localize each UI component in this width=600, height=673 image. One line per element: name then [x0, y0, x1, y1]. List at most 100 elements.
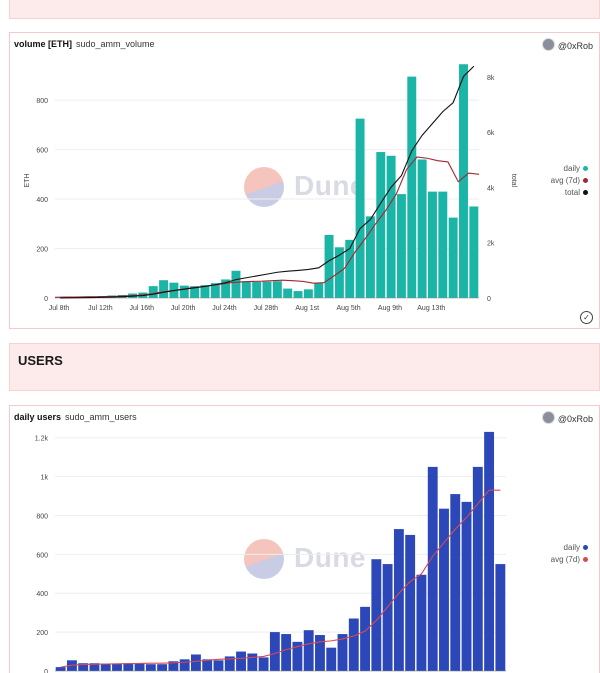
y2-tick-label: 0 — [487, 296, 491, 303]
bar-daily-users — [157, 664, 168, 671]
bar-daily-volume — [345, 239, 355, 298]
bar-daily-volume — [272, 281, 282, 298]
legend-item-avg[interactable]: avg (7d) — [551, 175, 588, 187]
query-name[interactable]: sudo_amm_users — [65, 412, 137, 422]
x-tick-label: Aug 13th — [417, 305, 445, 312]
bar-daily-users — [292, 641, 303, 671]
bar-daily-volume — [427, 191, 437, 298]
bar-daily-users — [303, 630, 314, 671]
bar-daily-volume — [407, 76, 417, 299]
legend-swatch — [583, 178, 588, 183]
bar-daily-users — [495, 564, 506, 671]
bar-daily-volume — [148, 286, 158, 298]
y-tick-label: 800 — [36, 98, 48, 105]
bar-daily-users — [393, 529, 404, 671]
y2-tick-label: 4k — [487, 185, 495, 192]
watermark-text: Dune — [294, 170, 366, 201]
bar-daily-volume — [262, 281, 272, 298]
bar-daily-volume — [386, 155, 396, 298]
bar-daily-volume — [159, 280, 169, 298]
bar-daily-users — [213, 660, 224, 671]
legend-item-total[interactable]: total — [551, 187, 588, 199]
y-axis-label: ETH — [24, 174, 31, 188]
query-name[interactable]: sudo_amm_volume — [76, 39, 155, 49]
bar-daily-volume — [241, 281, 251, 298]
chart-title: volume [ETH] sudo_amm_volume — [14, 39, 155, 49]
legend-swatch — [583, 557, 588, 562]
x-tick-label: Jul 20th — [171, 305, 196, 312]
bar-daily-volume — [355, 118, 365, 298]
line-avg-7d — [60, 489, 501, 668]
users-section-band: USERS — [9, 343, 600, 391]
legend-item-avg[interactable]: avg (7d) — [551, 554, 588, 566]
legend-swatch — [583, 190, 588, 195]
top-section-band — [9, 0, 600, 19]
bar-daily-users — [224, 656, 235, 671]
check-icon[interactable]: ✓ — [580, 311, 593, 324]
bar-daily-users — [134, 663, 145, 671]
bar-daily-users — [427, 466, 438, 671]
bar-daily-users — [236, 651, 246, 671]
bar-daily-volume — [376, 152, 386, 298]
chart-title: daily users sudo_amm_users — [14, 412, 137, 422]
users-chart-card: daily users sudo_amm_users @0xRob Dune 0 2… — [9, 405, 600, 673]
legend-label: daily — [563, 164, 580, 173]
author-badge[interactable]: @0xRob — [541, 411, 593, 424]
bar-daily-volume — [200, 285, 210, 298]
x-tick-label: Jul 28th — [254, 305, 279, 312]
line-total — [60, 65, 475, 299]
bar-daily-users — [258, 657, 269, 671]
bar-daily-volume — [221, 279, 231, 298]
legend-item-daily[interactable]: daily — [551, 163, 588, 175]
avatar — [541, 411, 555, 424]
bar-daily-volume — [314, 283, 324, 298]
bar-daily-users — [371, 559, 382, 671]
legend-label: daily — [563, 543, 580, 552]
bar-daily-users — [450, 494, 461, 671]
bar-daily-users — [315, 635, 325, 671]
bar-daily-users — [247, 653, 258, 671]
bar-daily-users — [360, 606, 370, 671]
users-chart-svg: 0 200 400 600 800 1k 1.2k — [35, 431, 506, 673]
author-name: @0xRob — [557, 414, 593, 424]
y2-tick-label: 2k — [487, 241, 495, 248]
bar-daily-users — [145, 664, 156, 671]
y-tick-label: 0 — [44, 296, 48, 303]
legend-item-daily[interactable]: daily — [551, 542, 588, 554]
bar-daily-users — [416, 574, 427, 671]
y-tick-label: 800 — [36, 513, 48, 520]
y-tick-label: 400 — [36, 197, 48, 204]
y-tick-label: 200 — [36, 630, 48, 637]
bar-daily-volume — [448, 217, 458, 298]
bar-daily-volume — [210, 283, 220, 298]
bar-daily-volume — [190, 286, 200, 298]
bar-daily-users — [168, 661, 179, 671]
bar-daily-users — [326, 647, 337, 671]
bar-daily-users — [281, 634, 292, 671]
x-tick-label: Aug 1st — [295, 305, 319, 312]
author-badge[interactable]: @0xRob — [541, 38, 593, 51]
y2-axis-label: total — [510, 174, 517, 188]
bar-daily-users — [472, 466, 483, 671]
bar-daily-volume — [179, 285, 189, 298]
bar-daily-users — [337, 634, 348, 671]
y-tick-label: 600 — [36, 552, 48, 559]
bar-daily-volume — [283, 288, 293, 298]
bar-daily-volume — [469, 206, 479, 298]
bar-daily-users — [202, 659, 213, 671]
bar-daily-users — [269, 632, 280, 671]
bar-daily-users — [112, 663, 122, 671]
chart-title-text: daily users — [14, 412, 62, 422]
y-tick-label: 0 — [44, 669, 48, 673]
section-heading: USERS — [18, 353, 63, 368]
bar-daily-users — [484, 431, 495, 671]
x-tick-label: Jul 16th — [129, 305, 154, 312]
bar-daily-volume — [252, 281, 262, 298]
volume-chart-svg: 0 200 400 600 800 0 2k 4k 6k 8k ETH total Jul 8th Jul… — [24, 64, 517, 312]
bar-daily-users — [348, 618, 359, 671]
x-tick-label: Jul 24th — [212, 305, 237, 312]
bar-daily-users — [55, 667, 66, 671]
volume-chart-card: volume [ETH] sudo_amm_volume @0xRob Dune … — [9, 32, 600, 329]
bar-daily-volume — [438, 191, 448, 298]
bar-daily-volume — [324, 234, 334, 298]
